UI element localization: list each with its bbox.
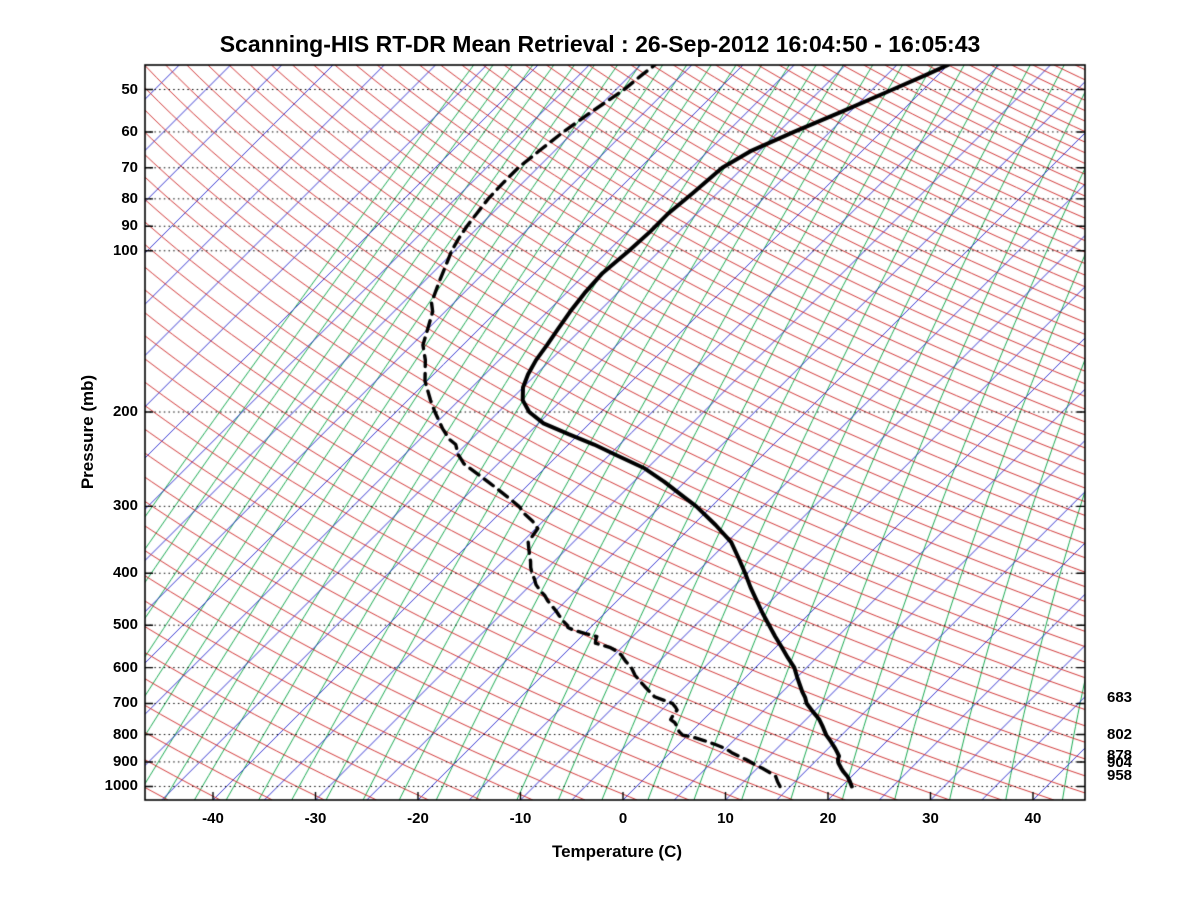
- pressure-tick-label: 60: [121, 122, 138, 140]
- temperature-tick-label: -10: [509, 810, 532, 827]
- pressure-tick-label: 200: [112, 403, 138, 421]
- temperature-tick-label: 20: [819, 810, 837, 827]
- pressure-tick-label: 500: [112, 616, 138, 634]
- temperature-tick-label: 30: [922, 810, 939, 827]
- pressure-tick-label: 50: [121, 80, 138, 98]
- pressure-tick-label: 80: [121, 189, 138, 207]
- temperature-tick-label: 40: [1024, 810, 1042, 827]
- temperature-tick-label: 0: [618, 810, 628, 827]
- pressure-tick-label: 400: [112, 564, 138, 582]
- temperature-tick-label: 10: [717, 810, 734, 827]
- pressure-tick-label: 100: [112, 241, 138, 259]
- temperature-tick-label: -20: [407, 810, 429, 827]
- x-axis-title: Temperature (C): [551, 842, 683, 861]
- pressure-tick-label: 300: [112, 497, 138, 515]
- y-axis-title: Pressure (mb): [78, 374, 97, 490]
- cloud-level-pressure-label: 802: [1107, 726, 1133, 744]
- pressure-tick-label: 600: [112, 658, 138, 676]
- pressure-tick-label: 90: [121, 217, 138, 235]
- pressure-tick-label: 900: [112, 752, 138, 770]
- temperature-tick-label: -40: [202, 810, 224, 827]
- cloud-level-pressure-label: 878: [1107, 747, 1133, 765]
- pressure-tick-label: 70: [121, 158, 138, 176]
- cloud-level-pressure-label: 958: [1107, 767, 1133, 785]
- pressure-tick-label: 1000: [104, 777, 138, 795]
- cloud-level-pressure-label: 683: [1107, 688, 1133, 706]
- cloud-level-pressure-label: 904: [1107, 753, 1133, 771]
- chart-title: Scanning-HIS RT-DR Mean Retrieval : 26-S…: [219, 31, 981, 57]
- pressure-tick-label: 800: [112, 725, 138, 743]
- pressure-tick-label: 700: [112, 694, 138, 712]
- temperature-tick-label: -30: [304, 810, 327, 827]
